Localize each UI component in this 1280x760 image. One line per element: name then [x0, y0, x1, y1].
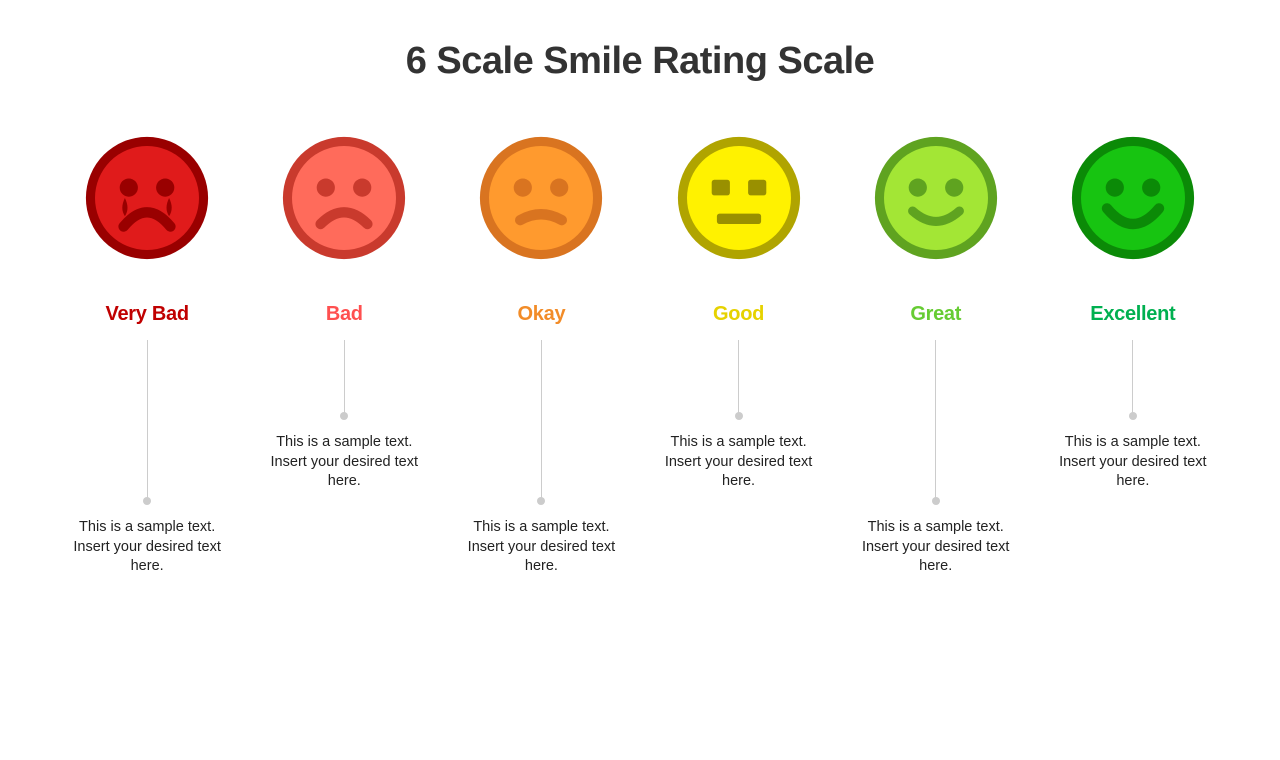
connector-line [344, 340, 345, 415]
rating-scale-row: Very Bad This is a sample text. Insert yo… [0, 133, 1280, 577]
connector-line [738, 340, 739, 415]
connector-line [935, 340, 936, 500]
rating-description: This is a sample text. Insert your desir… [654, 433, 824, 492]
rating-label: Very Bad [106, 303, 189, 326]
rating-description: This is a sample text. Insert your desir… [259, 433, 429, 492]
frown-face-icon [279, 133, 409, 263]
crying-face-icon [82, 133, 212, 263]
rating-label: Good [713, 303, 764, 326]
neutral-face-icon [674, 133, 804, 263]
rating-item: Good This is a sample text. Insert your d… [649, 133, 829, 577]
rating-label: Excellent [1090, 303, 1175, 326]
connector-line [1132, 340, 1133, 415]
rating-description: This is a sample text. Insert your desir… [851, 518, 1021, 577]
rating-item: Very Bad This is a sample text. Insert yo… [57, 133, 237, 577]
connector-line [147, 340, 148, 500]
rating-description: This is a sample text. Insert your desir… [456, 518, 626, 577]
page-title: 6 Scale Smile Rating Scale [0, 40, 1280, 83]
slight-frown-face-icon [476, 133, 606, 263]
rating-item: Okay This is a sample text. Insert your d… [451, 133, 631, 577]
big-smile-face-icon [1068, 133, 1198, 263]
rating-label: Great [910, 303, 961, 326]
rating-label: Okay [518, 303, 566, 326]
smile-face-icon [871, 133, 1001, 263]
rating-description: This is a sample text. Insert your desir… [62, 518, 232, 577]
rating-item: Great This is a sample text. Insert your … [846, 133, 1026, 577]
rating-description: This is a sample text. Insert your desir… [1048, 433, 1218, 492]
connector-line [541, 340, 542, 500]
rating-label: Bad [326, 303, 363, 326]
rating-item: Excellent This is a sample text. Insert y… [1043, 133, 1223, 577]
rating-item: Bad This is a sample text. Insert your de… [254, 133, 434, 577]
